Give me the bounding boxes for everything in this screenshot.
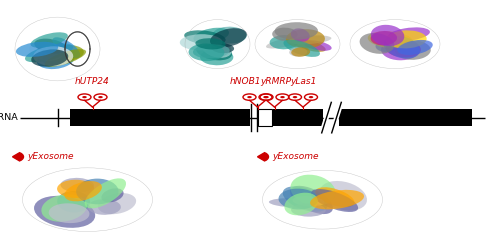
Ellipse shape [320, 181, 367, 211]
Ellipse shape [284, 193, 318, 215]
Ellipse shape [212, 27, 246, 44]
Ellipse shape [60, 178, 94, 192]
Ellipse shape [193, 44, 230, 58]
Circle shape [98, 96, 103, 98]
Ellipse shape [34, 39, 67, 54]
Ellipse shape [64, 181, 102, 201]
Bar [273, 109, 322, 126]
Ellipse shape [84, 178, 126, 208]
Ellipse shape [42, 194, 87, 222]
Ellipse shape [316, 187, 354, 207]
Ellipse shape [395, 41, 431, 60]
Ellipse shape [269, 198, 325, 208]
Text: yExosome: yExosome [28, 152, 74, 161]
Bar [258, 109, 272, 126]
Circle shape [263, 96, 268, 98]
Bar [70, 109, 250, 126]
Ellipse shape [291, 28, 310, 42]
Ellipse shape [278, 189, 318, 209]
Ellipse shape [386, 30, 426, 49]
Ellipse shape [188, 44, 224, 61]
Ellipse shape [291, 39, 326, 52]
Wedge shape [12, 153, 24, 161]
Ellipse shape [292, 196, 324, 206]
Ellipse shape [291, 47, 310, 57]
Circle shape [292, 96, 298, 98]
Ellipse shape [284, 39, 320, 57]
Ellipse shape [212, 43, 234, 53]
Ellipse shape [289, 48, 307, 57]
Circle shape [82, 96, 87, 98]
Ellipse shape [384, 36, 420, 59]
Ellipse shape [196, 38, 226, 49]
Ellipse shape [266, 38, 299, 49]
Circle shape [264, 96, 269, 98]
Ellipse shape [286, 29, 325, 49]
Text: yExosome: yExosome [272, 152, 319, 161]
Ellipse shape [210, 28, 247, 48]
Ellipse shape [288, 35, 332, 44]
Ellipse shape [42, 48, 71, 66]
Ellipse shape [57, 180, 94, 198]
Wedge shape [258, 153, 268, 161]
Bar [339, 109, 472, 126]
Ellipse shape [44, 49, 86, 67]
Ellipse shape [304, 40, 332, 51]
Circle shape [308, 96, 314, 98]
Ellipse shape [376, 39, 398, 52]
Ellipse shape [102, 188, 124, 202]
Text: Pre-rRNA: Pre-rRNA [0, 113, 18, 122]
Ellipse shape [274, 22, 318, 40]
Ellipse shape [180, 34, 222, 50]
Ellipse shape [397, 40, 433, 55]
Ellipse shape [290, 175, 336, 206]
Ellipse shape [98, 193, 136, 214]
Ellipse shape [290, 186, 333, 214]
Ellipse shape [368, 31, 413, 49]
Ellipse shape [388, 27, 430, 41]
Ellipse shape [272, 28, 297, 41]
Ellipse shape [200, 49, 234, 65]
Ellipse shape [34, 196, 95, 228]
Ellipse shape [194, 28, 229, 44]
Ellipse shape [52, 37, 80, 58]
Ellipse shape [371, 25, 404, 46]
Ellipse shape [282, 186, 328, 212]
Ellipse shape [184, 30, 226, 45]
Ellipse shape [270, 35, 298, 49]
Text: yLas1: yLas1 [290, 77, 316, 86]
Ellipse shape [202, 39, 232, 58]
Ellipse shape [25, 43, 73, 62]
Ellipse shape [46, 45, 84, 62]
Ellipse shape [291, 203, 326, 217]
Text: hNOB1: hNOB1 [229, 77, 261, 86]
Ellipse shape [76, 179, 118, 204]
Ellipse shape [381, 39, 420, 60]
Ellipse shape [37, 50, 74, 69]
Text: hUTP24: hUTP24 [75, 77, 110, 86]
Ellipse shape [33, 46, 73, 66]
Ellipse shape [16, 42, 58, 57]
Ellipse shape [48, 203, 90, 223]
Ellipse shape [30, 32, 68, 48]
Ellipse shape [360, 33, 394, 54]
Ellipse shape [370, 31, 397, 45]
Circle shape [280, 96, 285, 98]
Ellipse shape [196, 43, 232, 60]
Ellipse shape [31, 49, 68, 67]
Ellipse shape [57, 191, 90, 212]
Ellipse shape [386, 40, 421, 58]
Text: yRMRP: yRMRP [260, 77, 291, 86]
Ellipse shape [30, 39, 64, 61]
Circle shape [247, 96, 252, 98]
Ellipse shape [310, 190, 364, 209]
Ellipse shape [311, 189, 358, 212]
Ellipse shape [88, 199, 121, 215]
